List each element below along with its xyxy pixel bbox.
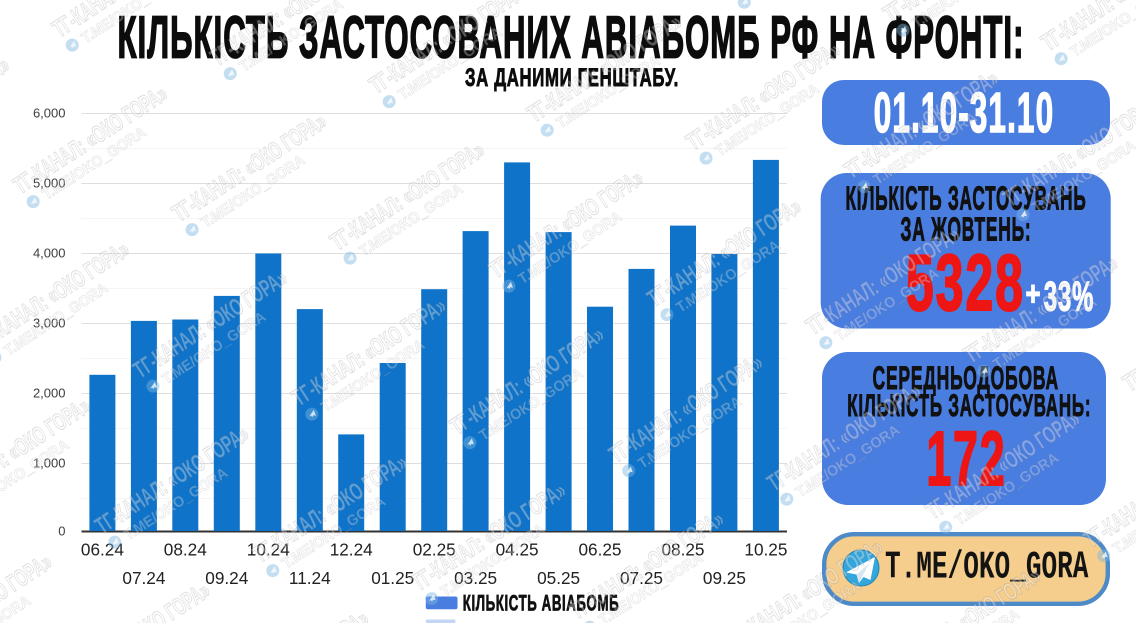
svg-text:09.24: 09.24	[205, 568, 248, 588]
svg-text:06.25: 06.25	[578, 540, 621, 560]
svg-text:T.ME/OKO_GORA: T.ME/OKO_GORA	[885, 546, 1089, 590]
svg-text:09.25: 09.25	[703, 568, 746, 588]
svg-text:08.24: 08.24	[164, 540, 207, 560]
svg-text:01.25: 01.25	[371, 568, 414, 588]
svg-text:07.24: 07.24	[122, 568, 165, 588]
svg-text:10.25: 10.25	[744, 540, 787, 560]
svg-text:6,000: 6,000	[33, 106, 66, 121]
svg-text:12.24: 12.24	[330, 540, 373, 560]
svg-text:11.24: 11.24	[289, 568, 331, 588]
svg-text:2,000: 2,000	[33, 386, 66, 401]
svg-text:05.25: 05.25	[537, 568, 580, 588]
svg-text:СЕРЕДНЬОДОБОВА: СЕРЕДНЬОДОБОВА	[873, 360, 1059, 396]
svg-text:4,000: 4,000	[33, 246, 66, 261]
svg-text:0: 0	[58, 524, 65, 539]
